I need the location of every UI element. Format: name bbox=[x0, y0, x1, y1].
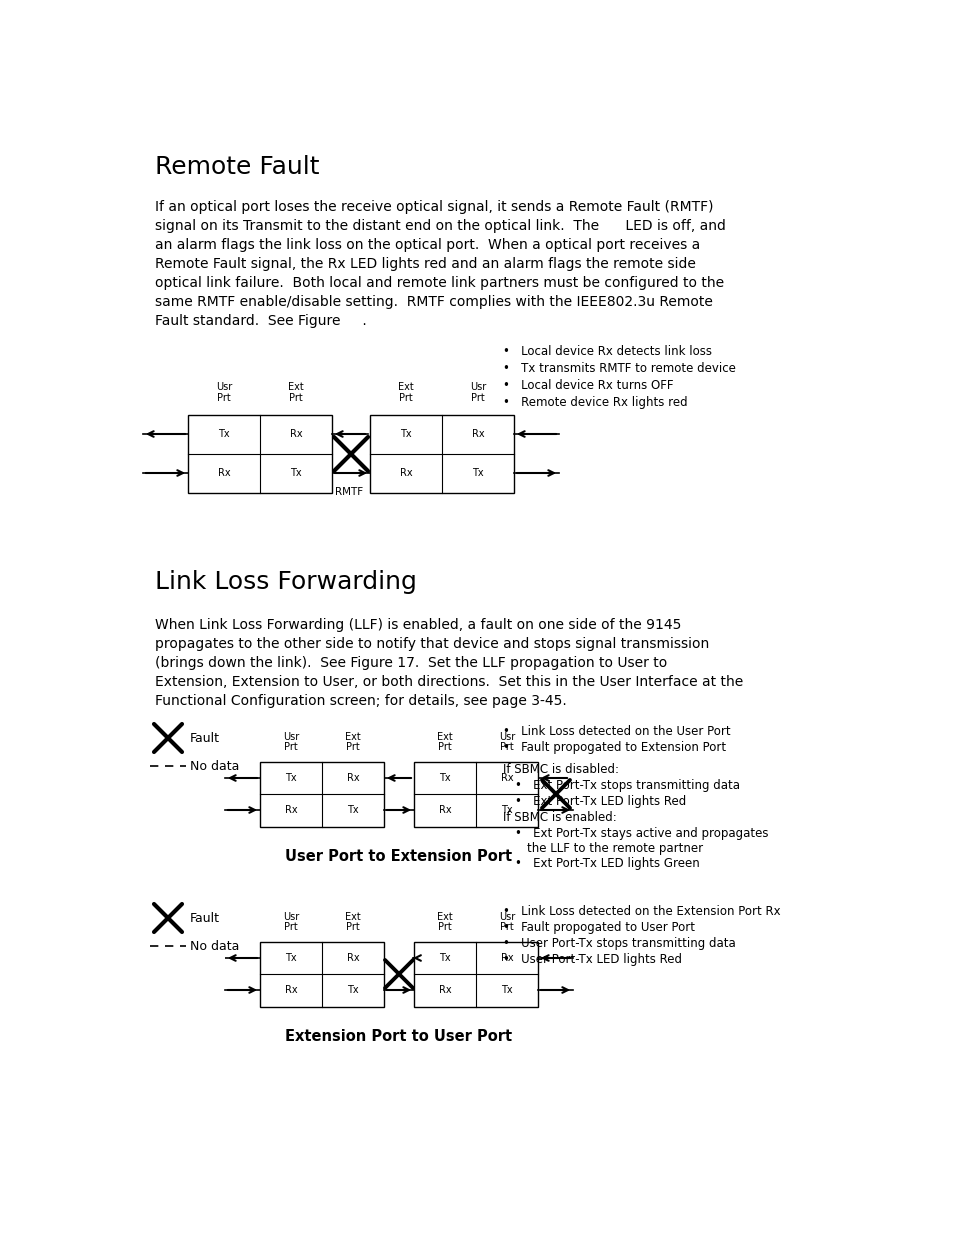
Text: •   Local device Rx detects link loss: • Local device Rx detects link loss bbox=[502, 345, 711, 358]
Text: signal on its Transmit to the distant end on the optical link.  The      LED is : signal on its Transmit to the distant en… bbox=[154, 219, 725, 233]
Text: Prt: Prt bbox=[499, 742, 514, 752]
Text: •   Tx transmits RMTF to remote device: • Tx transmits RMTF to remote device bbox=[502, 362, 735, 375]
Text: Usr: Usr bbox=[470, 382, 486, 391]
Text: Prt: Prt bbox=[284, 742, 297, 752]
Text: Rx: Rx bbox=[217, 468, 230, 478]
Text: •   Ext Port-Tx LED lights Green: • Ext Port-Tx LED lights Green bbox=[515, 857, 699, 869]
Text: Prt: Prt bbox=[284, 923, 297, 932]
Bar bbox=[188, 415, 332, 493]
Text: •   Link Loss detected on the Extension Port Rx: • Link Loss detected on the Extension Po… bbox=[502, 905, 780, 918]
Text: Rx: Rx bbox=[284, 805, 297, 815]
Text: Remote Fault: Remote Fault bbox=[154, 156, 319, 179]
Text: Rx: Rx bbox=[399, 468, 412, 478]
Text: Ext: Ext bbox=[436, 732, 453, 742]
Text: •   User Port-Tx stops transmitting data: • User Port-Tx stops transmitting data bbox=[502, 937, 735, 950]
Text: Rx: Rx bbox=[346, 773, 359, 783]
Text: Usr: Usr bbox=[283, 732, 299, 742]
Text: Link Loss Forwarding: Link Loss Forwarding bbox=[154, 571, 416, 594]
Text: •   User Port-Tx LED lights Red: • User Port-Tx LED lights Red bbox=[502, 953, 681, 966]
Text: Tx: Tx bbox=[500, 805, 513, 815]
Bar bbox=[260, 762, 384, 827]
Text: Extension Port to User Port: Extension Port to User Port bbox=[285, 1029, 512, 1044]
Text: Usr: Usr bbox=[498, 911, 515, 923]
Text: Prt: Prt bbox=[471, 393, 484, 403]
Bar bbox=[260, 942, 384, 1007]
Text: Tx: Tx bbox=[347, 805, 358, 815]
Bar bbox=[370, 415, 514, 493]
Text: No data: No data bbox=[190, 940, 239, 952]
Text: same RMTF enable/disable setting.  RMTF complies with the IEEE802.3u Remote: same RMTF enable/disable setting. RMTF c… bbox=[154, 295, 712, 309]
Text: Functional Configuration screen; for details, see page 3-45.: Functional Configuration screen; for det… bbox=[154, 694, 566, 708]
Text: •   Remote device Rx lights red: • Remote device Rx lights red bbox=[502, 396, 687, 409]
Text: Rx: Rx bbox=[290, 429, 302, 438]
Text: •   Fault propogated to User Port: • Fault propogated to User Port bbox=[502, 921, 695, 934]
Text: Prt: Prt bbox=[499, 923, 514, 932]
Text: Ext: Ext bbox=[345, 732, 360, 742]
Text: If an optical port loses the receive optical signal, it sends a Remote Fault (RM: If an optical port loses the receive opt… bbox=[154, 200, 713, 214]
Text: Ext: Ext bbox=[288, 382, 304, 391]
Text: Tx: Tx bbox=[500, 986, 513, 995]
Text: (brings down the link).  See Figure 17.  Set the LLF propagation to User to: (brings down the link). See Figure 17. S… bbox=[154, 656, 666, 671]
Bar bbox=[414, 762, 537, 827]
Text: If SBMC is enabled:: If SBMC is enabled: bbox=[502, 811, 616, 824]
Text: •   Ext Port-Tx LED lights Red: • Ext Port-Tx LED lights Red bbox=[515, 795, 685, 808]
Text: Rx: Rx bbox=[346, 953, 359, 963]
Text: Prt: Prt bbox=[437, 923, 452, 932]
Text: If SBMC is disabled:: If SBMC is disabled: bbox=[502, 763, 618, 776]
Text: Tx: Tx bbox=[290, 468, 301, 478]
Text: •   Fault propogated to Extension Port: • Fault propogated to Extension Port bbox=[502, 741, 725, 755]
Text: Tx: Tx bbox=[285, 953, 296, 963]
Text: •   Local device Rx turns OFF: • Local device Rx turns OFF bbox=[502, 379, 673, 391]
Text: No data: No data bbox=[190, 760, 239, 773]
Text: Tx: Tx bbox=[347, 986, 358, 995]
Text: Extension, Extension to User, or both directions.  Set this in the User Interfac: Extension, Extension to User, or both di… bbox=[154, 676, 742, 689]
Text: Remote Fault signal, the Rx LED lights red and an alarm flags the remote side: Remote Fault signal, the Rx LED lights r… bbox=[154, 257, 695, 270]
Text: Rx: Rx bbox=[438, 986, 451, 995]
Text: Usr: Usr bbox=[498, 732, 515, 742]
Text: •   Link Loss detected on the User Port: • Link Loss detected on the User Port bbox=[502, 725, 730, 739]
Text: an alarm flags the link loss on the optical port.  When a optical port receives : an alarm flags the link loss on the opti… bbox=[154, 238, 700, 252]
Text: Prt: Prt bbox=[398, 393, 413, 403]
Bar bbox=[414, 942, 537, 1007]
Text: Tx: Tx bbox=[438, 953, 451, 963]
Text: Fault standard.  See Figure     .: Fault standard. See Figure . bbox=[154, 314, 366, 329]
Text: Rx: Rx bbox=[284, 986, 297, 995]
Text: Prt: Prt bbox=[346, 923, 359, 932]
Text: Rx: Rx bbox=[500, 953, 513, 963]
Text: Ext: Ext bbox=[397, 382, 414, 391]
Text: Usr: Usr bbox=[283, 911, 299, 923]
Text: When Link Loss Forwarding (LLF) is enabled, a fault on one side of the 9145: When Link Loss Forwarding (LLF) is enabl… bbox=[154, 618, 680, 632]
Text: Prt: Prt bbox=[289, 393, 302, 403]
Text: Tx: Tx bbox=[438, 773, 451, 783]
Text: Tx: Tx bbox=[472, 468, 483, 478]
Text: Rx: Rx bbox=[438, 805, 451, 815]
Text: Fault: Fault bbox=[190, 911, 220, 925]
Text: optical link failure.  Both local and remote link partners must be configured to: optical link failure. Both local and rem… bbox=[154, 275, 723, 290]
Text: Rx: Rx bbox=[471, 429, 484, 438]
Text: the LLF to the remote partner: the LLF to the remote partner bbox=[526, 842, 702, 855]
Text: Ext: Ext bbox=[436, 911, 453, 923]
Text: User Port to Extension Port: User Port to Extension Port bbox=[285, 848, 512, 864]
Text: Rx: Rx bbox=[500, 773, 513, 783]
Text: Tx: Tx bbox=[285, 773, 296, 783]
Text: •   Ext Port-Tx stops transmitting data: • Ext Port-Tx stops transmitting data bbox=[515, 779, 740, 792]
Text: Tx: Tx bbox=[218, 429, 230, 438]
Text: propagates to the other side to notify that device and stops signal transmission: propagates to the other side to notify t… bbox=[154, 637, 708, 651]
Text: Prt: Prt bbox=[437, 742, 452, 752]
Text: Ext: Ext bbox=[345, 911, 360, 923]
Text: Prt: Prt bbox=[217, 393, 231, 403]
Text: Fault: Fault bbox=[190, 731, 220, 745]
Text: •   Ext Port-Tx stays active and propagates: • Ext Port-Tx stays active and propagate… bbox=[515, 827, 768, 840]
Text: Usr: Usr bbox=[215, 382, 232, 391]
Text: Prt: Prt bbox=[346, 742, 359, 752]
Text: Tx: Tx bbox=[399, 429, 412, 438]
Text: RMTF: RMTF bbox=[335, 487, 363, 496]
